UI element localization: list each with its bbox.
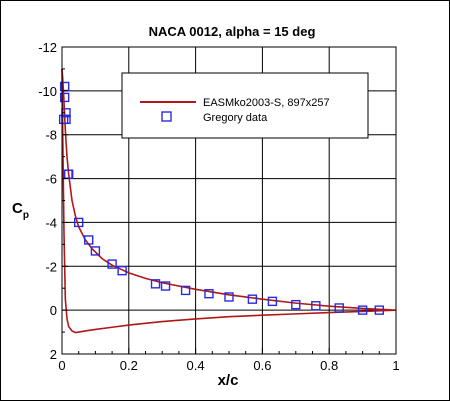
gregory-data-point — [90, 246, 101, 256]
x-axis-label: x/c — [218, 372, 239, 389]
curves — [61, 68, 397, 334]
gregory-data-point — [334, 303, 344, 313]
x-tick-label: 0.8 — [320, 358, 338, 373]
gregory-data-point — [247, 294, 258, 304]
x-tick-label: 0.2 — [120, 358, 138, 373]
gregory-data-point — [73, 217, 84, 228]
y-tick-label: -8 — [45, 128, 57, 143]
legend-entry-easm: EASMko2003-S, 897x257 — [203, 97, 330, 109]
gregory-data-point — [150, 279, 161, 289]
y-tick-label: 2 — [50, 347, 57, 362]
x-tick-label: 1 — [392, 358, 399, 373]
gregory-data-point — [357, 305, 368, 315]
gregory-data-point — [59, 92, 70, 103]
series-easm-upper-line — [61, 68, 397, 311]
y-tick-label: -10 — [38, 84, 57, 99]
gregory-data-point — [291, 299, 301, 310]
y-axis-label: Cp — [12, 200, 29, 221]
x-tick-label: 0.4 — [187, 358, 205, 373]
gregory-data-point — [267, 296, 278, 307]
y-tick-label: -2 — [45, 259, 57, 274]
legend-entry-gregory: Gregory data — [203, 112, 268, 124]
y-tick-label: -12 — [38, 40, 57, 55]
y-tick-labels: -12 -10 -8 -6 -4 -2 0 2 — [38, 40, 57, 362]
gregory-data-point — [374, 305, 384, 315]
gregory-data-point — [117, 265, 127, 276]
gregory-data-point — [180, 285, 191, 296]
gregory-data-point — [160, 281, 171, 291]
x-tick-label: 0.6 — [253, 358, 271, 373]
x-tick-labels: 0 0.2 0.4 0.6 0.8 1 — [58, 358, 399, 373]
series-easm-lower-line — [61, 68, 397, 334]
y-tick-label: -4 — [45, 215, 57, 230]
legend-box — [121, 72, 369, 139]
x-tick-label: 0 — [58, 358, 65, 373]
legend: EASMko2003-S, 897x257 Gregory data — [121, 72, 369, 139]
gregory-data-point — [84, 235, 94, 245]
gregory-data-point — [224, 292, 234, 302]
ticks — [61, 46, 397, 355]
legend-marker-swatch — [161, 111, 172, 122]
gregory-data-point — [63, 169, 74, 179]
gregory-data-point — [107, 259, 117, 269]
y-axis-label-sub: p — [23, 210, 29, 221]
y-tick-label: 0 — [50, 303, 57, 318]
gregory-data-point — [311, 301, 321, 311]
gregory-data-point — [204, 288, 214, 299]
y-axis-label-main: C — [12, 200, 23, 217]
chart-title: NACA 0012, alpha = 15 deg — [149, 24, 316, 39]
y-tick-label: -6 — [45, 172, 57, 187]
